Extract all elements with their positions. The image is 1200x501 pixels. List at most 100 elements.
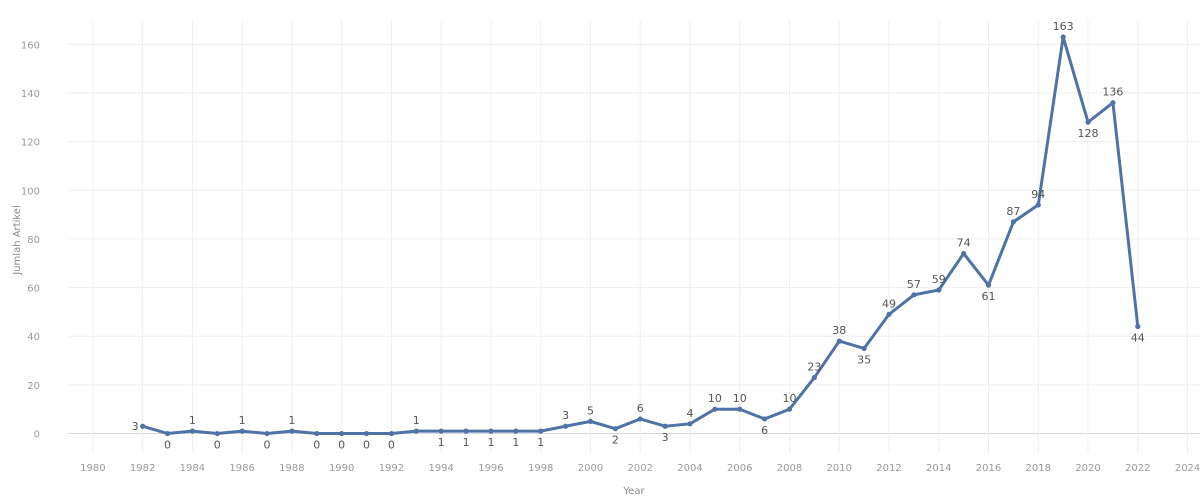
y-tick-label: 0 — [34, 430, 40, 441]
data-point — [637, 416, 643, 422]
y-tick-label: 40 — [27, 332, 40, 343]
data-label: 10 — [782, 392, 796, 405]
data-label: 6 — [761, 424, 768, 437]
data-point — [513, 428, 519, 434]
series — [140, 34, 1141, 437]
x-tick-label: 2022 — [1125, 463, 1150, 474]
data-point — [538, 428, 544, 434]
data-point — [762, 416, 768, 422]
data-label: 1 — [239, 414, 246, 427]
x-tick-label: 2016 — [976, 463, 1001, 474]
data-point — [1110, 100, 1116, 106]
data-label: 0 — [214, 439, 221, 452]
data-point — [562, 423, 569, 429]
y-axis-ticks: 0 20 40 60 80 100 120 140 160 — [21, 40, 40, 440]
x-tick-label: 1990 — [329, 463, 354, 474]
data-point — [961, 250, 967, 257]
data-point — [687, 421, 693, 427]
y-tick-label: 80 — [27, 235, 40, 246]
x-tick-label: 2014 — [926, 463, 951, 474]
data-label: 136 — [1102, 86, 1123, 99]
data-point — [587, 418, 594, 424]
x-tick-label: 1982 — [130, 463, 155, 474]
data-label: 4 — [686, 407, 693, 420]
y-tick-label: 20 — [27, 381, 40, 392]
data-label: 0 — [338, 439, 345, 452]
y-tick-label: 60 — [27, 284, 40, 295]
x-tick-label: 2010 — [827, 463, 852, 474]
data-label: 0 — [313, 439, 320, 452]
x-tick-label: 2004 — [677, 463, 702, 474]
data-label: 57 — [907, 278, 921, 291]
data-label: 1 — [512, 436, 519, 449]
data-point — [811, 374, 817, 381]
data-label: 163 — [1053, 20, 1074, 33]
data-label: 87 — [1006, 205, 1020, 218]
data-point — [289, 428, 295, 434]
x-tick-label: 2018 — [1026, 463, 1051, 474]
data-point — [1085, 119, 1091, 125]
data-point — [140, 423, 146, 429]
data-label: 10 — [733, 392, 747, 405]
data-label: 1 — [413, 414, 420, 427]
data-label: 61 — [982, 290, 996, 303]
x-tick-label: 1996 — [478, 463, 503, 474]
data-point — [314, 430, 320, 437]
data-label: 1 — [487, 436, 494, 449]
data-label: 1 — [288, 414, 295, 427]
data-point — [786, 406, 793, 412]
x-tick-label: 2002 — [627, 463, 652, 474]
data-point — [1060, 34, 1066, 40]
data-point — [363, 430, 370, 437]
x-tick-label: 2006 — [727, 463, 752, 474]
data-point — [239, 428, 245, 434]
data-label: 38 — [832, 324, 846, 337]
data-point — [1035, 202, 1041, 208]
x-tick-label: 1984 — [180, 463, 205, 474]
x-tick-label: 2024 — [1175, 463, 1200, 474]
data-label: 3 — [562, 409, 569, 422]
y-tick-label: 100 — [21, 186, 40, 197]
data-point — [164, 430, 171, 437]
data-label: 2 — [612, 434, 619, 447]
x-tick-label: 1988 — [279, 463, 304, 474]
x-tick-label: 1980 — [80, 463, 105, 474]
data-label: 49 — [882, 297, 896, 310]
data-point — [737, 406, 743, 412]
data-point — [189, 428, 195, 434]
data-label: 128 — [1078, 127, 1099, 140]
x-tick-label: 2012 — [876, 463, 901, 474]
data-label: 1 — [189, 414, 196, 427]
data-point — [936, 287, 942, 293]
data-label: 44 — [1131, 332, 1145, 345]
x-tick-label: 2020 — [1075, 463, 1100, 474]
data-label: 0 — [164, 439, 171, 452]
data-point — [911, 292, 917, 298]
x-tick-label: 1992 — [379, 463, 404, 474]
x-axis-ticks: 1980 1982 1984 1986 1988 1990 1992 1994 1996 1998… — [80, 463, 1200, 474]
x-axis-title: Year — [622, 486, 645, 497]
data-point — [388, 430, 395, 437]
data-label: 94 — [1031, 188, 1045, 201]
data-label: 0 — [363, 439, 370, 452]
y-tick-label: 120 — [21, 138, 40, 149]
data-point — [712, 406, 718, 412]
data-label: 59 — [932, 273, 946, 286]
y-tick-label: 160 — [21, 40, 40, 51]
data-label: 1 — [438, 436, 445, 449]
x-tick-label: 1986 — [229, 463, 254, 474]
data-label: 3 — [662, 431, 669, 444]
data-label: 35 — [857, 353, 871, 366]
data-label: 6 — [637, 402, 644, 415]
data-point — [488, 428, 494, 434]
data-point — [214, 430, 220, 437]
data-label: 10 — [708, 392, 722, 405]
data-label: 0 — [388, 439, 395, 452]
grid — [68, 20, 1200, 453]
data-point — [463, 428, 469, 434]
data-label: 1 — [463, 436, 470, 449]
data-point — [612, 426, 618, 432]
data-label: 1 — [537, 436, 544, 449]
